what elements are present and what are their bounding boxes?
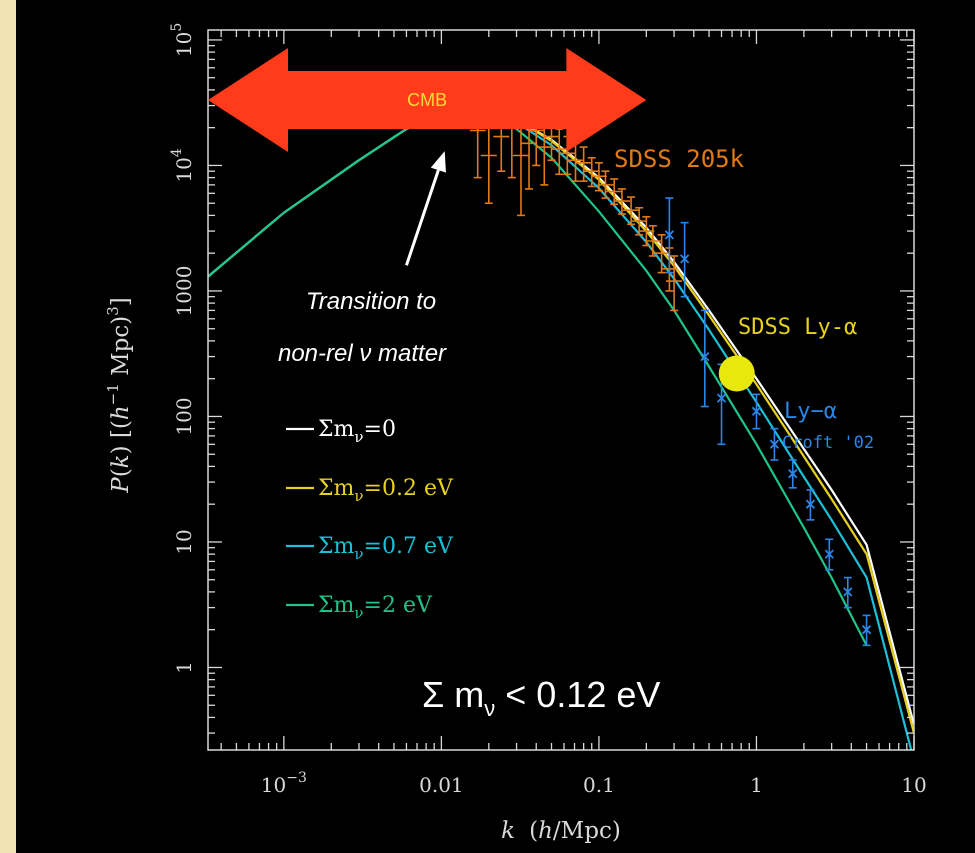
- y-tick-label-0: 1: [172, 661, 196, 674]
- bound-m: m: [454, 674, 484, 715]
- chart-stage: CMB Transition to non-rel ν matter SDSS …: [16, 0, 975, 853]
- croft-label: Croft '02: [782, 433, 874, 453]
- y-axis-mpc: Mpc): [108, 316, 134, 383]
- plot-frame: [208, 30, 914, 750]
- x-axis-label: k (h/Mpc): [501, 818, 621, 844]
- y-tick-label-2: 100: [172, 397, 196, 435]
- y-axis-h: h: [108, 405, 134, 420]
- x-tick-label-1: 0.01: [419, 773, 464, 797]
- x-tick-label-3: 1: [750, 773, 763, 797]
- transition-label-line1: Transition to: [306, 288, 436, 315]
- legend-label-1: Σmν=0.2 eV: [318, 476, 454, 505]
- cmb-label: CMB: [407, 90, 447, 110]
- y-axis-exp: −1: [104, 383, 122, 405]
- data-point-1-7: [806, 490, 814, 520]
- transition-arrow-head: [431, 151, 446, 173]
- transition-label-line2: non-rel ν matter: [278, 340, 447, 367]
- y-axis-label: P(k) [(h−1 Mpc)3]: [104, 297, 134, 494]
- legend-label-0: Σmν=0: [318, 417, 396, 446]
- transition-arrow: [406, 170, 438, 265]
- x-axis-symbol: k: [501, 818, 515, 844]
- data-points-layer: [470, 100, 871, 645]
- legend-label-3: Σmν=2 eV: [318, 593, 433, 622]
- legend-label-2: Σmν=0.7 eV: [318, 534, 454, 563]
- y-axis-k2: ) [(: [108, 420, 134, 454]
- x-tick-label-2: 0.1: [583, 773, 615, 797]
- y-axis-k: k: [108, 454, 134, 468]
- sdss-lya-point: [719, 355, 755, 391]
- x-tick-label-0: 10−3: [261, 770, 307, 797]
- y-axis-p: P: [108, 477, 134, 494]
- bound-sigma: Σ: [422, 674, 444, 715]
- legend: Σmν=0 Σmν=0.2 eV Σmν=0.7 eV Σmν=2 eV: [286, 417, 454, 622]
- sdss-205k-label: SDSS 205k: [614, 145, 745, 173]
- x-axis-units: (: [529, 818, 538, 844]
- power-spectrum-chart: CMB Transition to non-rel ν matter SDSS …: [16, 0, 975, 853]
- cmb-range-arrow: CMB: [208, 48, 646, 152]
- y-tick-label-5: 105: [169, 23, 196, 57]
- data-point-1-8: [825, 539, 833, 570]
- y-tick-label-3: 1000: [172, 266, 196, 317]
- bound-rest: < 0.12 eV: [495, 674, 660, 715]
- x-axis-h: h: [538, 818, 553, 844]
- data-point-0-12: [576, 147, 592, 181]
- sdss-lya-label: SDSS Ly-α: [738, 315, 857, 340]
- data-point-1-0: [665, 198, 673, 273]
- y-axis-k1: (: [108, 468, 134, 477]
- series-line-3: [208, 111, 867, 646]
- bound-nu: ν: [484, 696, 495, 721]
- y-tick-label-4: 104: [169, 148, 196, 182]
- data-point-1-2: [701, 310, 709, 406]
- x-axis-units-rest: /Mpc): [553, 818, 621, 844]
- y-tick-label-1: 10: [172, 529, 196, 554]
- y-axis-cube: 3: [104, 306, 122, 316]
- ticks-layer: [208, 30, 914, 750]
- y-axis-close: ]: [108, 297, 134, 306]
- x-tick-label-4: 10: [901, 773, 926, 797]
- lya-label: Ly−α: [784, 399, 837, 424]
